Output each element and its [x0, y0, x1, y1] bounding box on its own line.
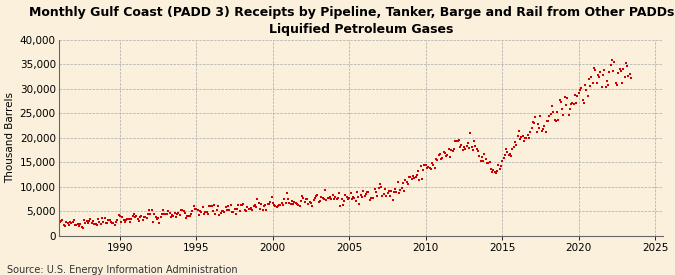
Text: Source: U.S. Energy Information Administration: Source: U.S. Energy Information Administ… [7, 265, 238, 275]
Title: Monthly Gulf Coast (PADD 3) Receipts by Pipeline, Tanker, Barge and Rail from Ot: Monthly Gulf Coast (PADD 3) Receipts by … [29, 6, 675, 35]
Y-axis label: Thousand Barrels: Thousand Barrels [5, 92, 16, 183]
